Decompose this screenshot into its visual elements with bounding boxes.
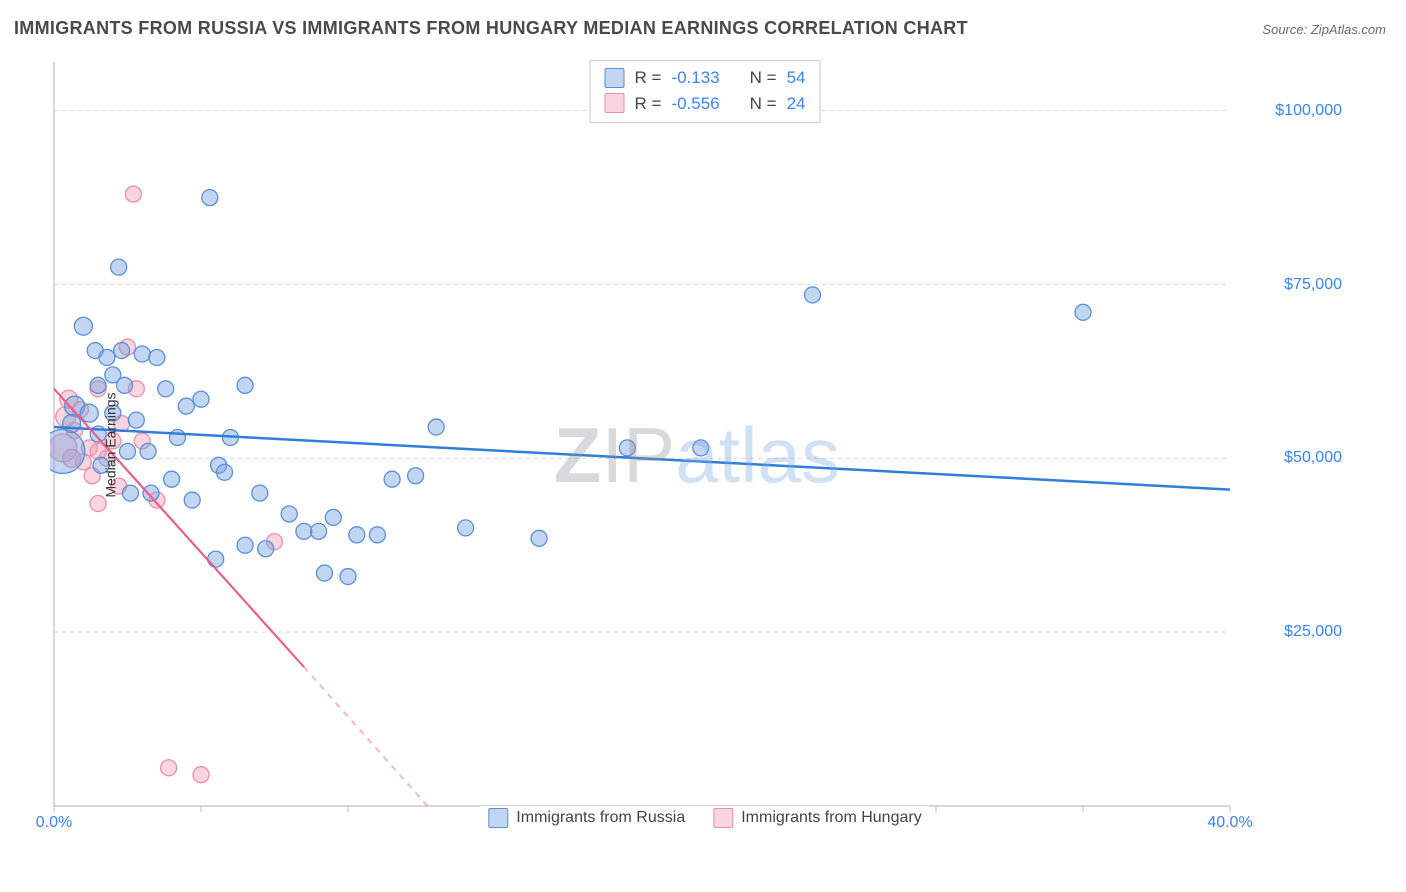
n-value: 24 [787, 91, 806, 117]
source-value: ZipAtlas.com [1311, 22, 1386, 37]
r-value: -0.556 [671, 91, 719, 117]
y-tick-label: $50,000 [1284, 449, 1342, 467]
n-label: N = [750, 65, 777, 91]
x-tick-label: 40.0% [1207, 814, 1252, 832]
legend-swatch-icon [605, 93, 625, 113]
y-tick-label: $25,000 [1284, 623, 1342, 641]
source-label: Source: [1262, 22, 1307, 37]
legend-swatch-icon [713, 808, 733, 828]
legend-item: Immigrants from Hungary [713, 808, 922, 828]
scatter-plot: Median Earnings ZIPatlas $25,000 $50,000… [50, 60, 1360, 830]
legend-label: Immigrants from Hungary [741, 809, 922, 827]
source-attribution: Source: ZipAtlas.com [1262, 22, 1386, 37]
r-value: -0.133 [671, 65, 719, 91]
r-label: R = [635, 91, 662, 117]
legend-row: R = -0.133 N = 54 [605, 65, 806, 91]
legend-swatch-icon [488, 808, 508, 828]
n-label: N = [750, 91, 777, 117]
n-value: 54 [787, 65, 806, 91]
legend-row: R = -0.556 N = 24 [605, 91, 806, 117]
correlation-legend: R = -0.133 N = 54 R = -0.556 N = 24 [590, 60, 821, 123]
x-tick-label: 0.0% [36, 814, 72, 832]
legend-item: Immigrants from Russia [488, 808, 685, 828]
legend-swatch-icon [605, 68, 625, 88]
legend-label: Immigrants from Russia [516, 809, 685, 827]
y-tick-label: $75,000 [1284, 276, 1342, 294]
y-axis-label: Median Earnings [103, 392, 119, 497]
chart-title: IMMIGRANTS FROM RUSSIA VS IMMIGRANTS FRO… [14, 18, 968, 39]
y-tick-label: $100,000 [1275, 102, 1342, 120]
chart-svg [50, 60, 1360, 830]
series-legend: Immigrants from Russia Immigrants from H… [480, 806, 929, 830]
r-label: R = [635, 65, 662, 91]
